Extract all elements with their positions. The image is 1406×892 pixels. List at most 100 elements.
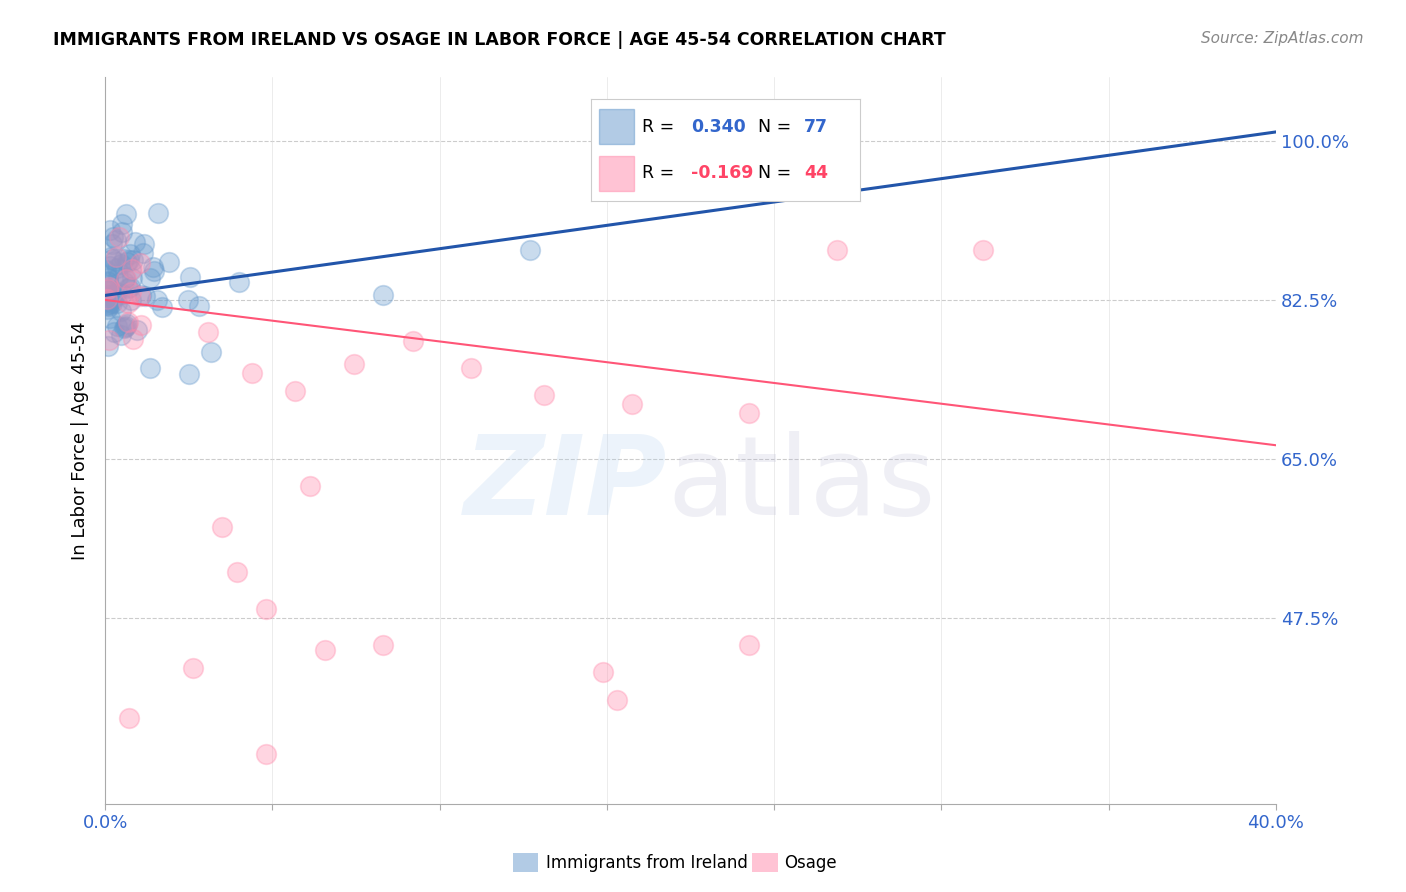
Point bbox=[103, 292, 125, 306]
Point bbox=[128, 289, 150, 303]
Point bbox=[101, 252, 124, 266]
Y-axis label: In Labor Force | Age 45-54: In Labor Force | Age 45-54 bbox=[72, 321, 89, 560]
Point bbox=[179, 367, 201, 381]
Point bbox=[105, 285, 128, 300]
Point bbox=[105, 261, 128, 276]
Point bbox=[97, 282, 120, 296]
Point bbox=[107, 270, 129, 285]
Point bbox=[120, 293, 142, 307]
Point bbox=[98, 333, 121, 347]
Point bbox=[157, 255, 180, 269]
Point bbox=[120, 263, 142, 277]
Point bbox=[98, 283, 121, 297]
Point bbox=[145, 293, 167, 307]
Point bbox=[139, 360, 162, 375]
Point bbox=[110, 327, 132, 342]
Point bbox=[121, 262, 143, 277]
Point bbox=[111, 286, 134, 301]
Point bbox=[98, 279, 121, 293]
Point bbox=[240, 366, 263, 380]
Point bbox=[105, 296, 128, 310]
Point bbox=[519, 243, 541, 257]
Point bbox=[179, 270, 201, 285]
Point bbox=[101, 296, 124, 310]
Point bbox=[152, 300, 174, 314]
Point bbox=[129, 287, 152, 301]
Point bbox=[181, 661, 204, 675]
Point bbox=[200, 345, 222, 359]
Point bbox=[373, 288, 395, 302]
Point bbox=[108, 229, 131, 244]
Point bbox=[103, 290, 125, 304]
Point bbox=[621, 397, 644, 411]
Point bbox=[825, 243, 848, 257]
Point bbox=[117, 711, 139, 725]
Point bbox=[533, 388, 555, 402]
Point bbox=[105, 250, 128, 264]
Point bbox=[284, 384, 307, 398]
Point bbox=[128, 256, 150, 270]
Text: Immigrants from Ireland: Immigrants from Ireland bbox=[546, 854, 748, 871]
Point bbox=[148, 205, 170, 219]
Point bbox=[228, 275, 250, 289]
Point bbox=[100, 250, 122, 264]
Point bbox=[188, 299, 211, 313]
Point bbox=[105, 318, 128, 333]
Point bbox=[254, 747, 277, 761]
Point bbox=[98, 284, 121, 298]
Point bbox=[117, 315, 139, 329]
Point bbox=[142, 260, 165, 274]
Point bbox=[103, 326, 125, 340]
Point bbox=[177, 293, 200, 308]
Point bbox=[96, 302, 118, 317]
Point bbox=[401, 334, 423, 348]
Point bbox=[98, 297, 121, 311]
Point bbox=[121, 270, 143, 285]
Point bbox=[96, 295, 118, 310]
Point bbox=[96, 293, 118, 307]
Point bbox=[98, 299, 121, 313]
Point bbox=[110, 304, 132, 318]
Point bbox=[314, 642, 336, 657]
Point bbox=[139, 271, 162, 285]
Point bbox=[606, 692, 628, 706]
Point bbox=[114, 252, 136, 266]
Point bbox=[115, 272, 138, 286]
Point bbox=[97, 283, 120, 297]
Point bbox=[592, 665, 614, 680]
Point bbox=[97, 339, 120, 353]
Point bbox=[299, 479, 322, 493]
Point bbox=[117, 254, 139, 268]
Text: atlas: atlas bbox=[668, 431, 935, 538]
Point bbox=[738, 407, 761, 421]
Point bbox=[96, 298, 118, 312]
Point bbox=[114, 319, 136, 334]
Point bbox=[115, 318, 138, 333]
Point bbox=[122, 333, 145, 347]
Point bbox=[94, 262, 117, 277]
Point bbox=[110, 257, 132, 271]
Text: Osage: Osage bbox=[785, 854, 837, 871]
Point bbox=[122, 253, 145, 268]
Point bbox=[110, 225, 132, 239]
Point bbox=[112, 321, 135, 335]
Text: Source: ZipAtlas.com: Source: ZipAtlas.com bbox=[1201, 31, 1364, 46]
Point bbox=[131, 318, 153, 332]
Point bbox=[98, 259, 121, 273]
Point bbox=[117, 281, 139, 295]
Point bbox=[115, 317, 138, 331]
Point bbox=[118, 253, 141, 268]
Text: ZIP: ZIP bbox=[464, 431, 668, 538]
Point bbox=[115, 207, 138, 221]
Point bbox=[211, 520, 233, 534]
Point bbox=[972, 243, 994, 257]
Point bbox=[96, 274, 118, 288]
Point bbox=[120, 285, 142, 299]
Point bbox=[373, 638, 395, 652]
Point bbox=[460, 361, 482, 376]
Point bbox=[738, 638, 761, 652]
Point bbox=[97, 275, 120, 289]
Point bbox=[117, 296, 139, 310]
Point bbox=[111, 217, 134, 231]
Point bbox=[103, 253, 125, 268]
